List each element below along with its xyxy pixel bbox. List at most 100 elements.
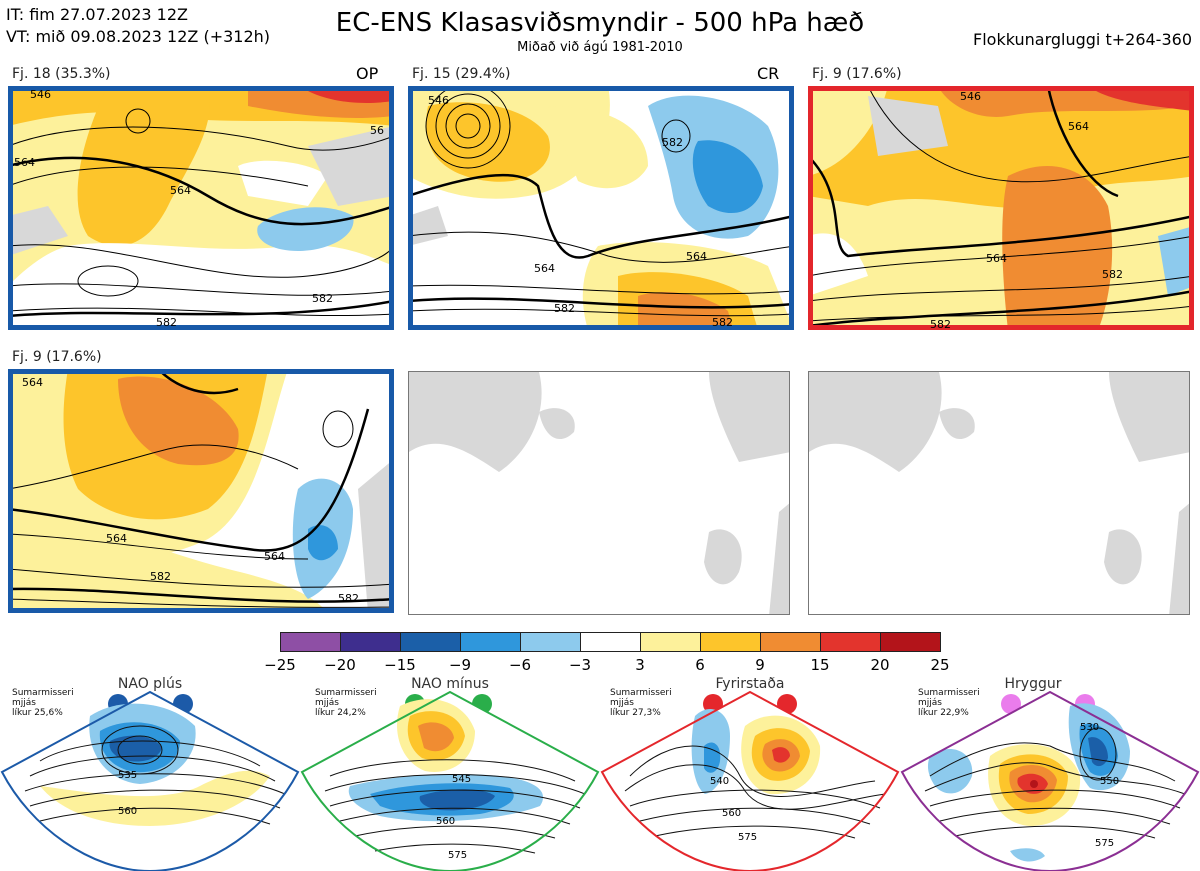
contour-label: 582: [312, 292, 333, 305]
cluster-label: Fj. 15 (29.4%): [412, 66, 511, 82]
contour-label: 564: [170, 184, 191, 197]
regime-blocking: Sumarmisseri mjjás líkur 27,3% Fyrirstað…: [600, 676, 900, 871]
contour-label: 530: [1080, 722, 1099, 733]
contour-label: 560: [722, 808, 741, 819]
contour-label: 560: [118, 806, 137, 817]
cluster-map-4: [8, 369, 394, 613]
contour-label: 564: [1068, 120, 1089, 133]
contour-label: 545: [452, 774, 471, 785]
regime-mean: mjjás: [610, 698, 634, 708]
colorbar-cell: [880, 632, 941, 652]
contour-label: 582: [662, 136, 683, 149]
contour-label: 564: [106, 532, 127, 545]
regime-name: Hryggur: [1004, 676, 1062, 692]
regime-probability: líkur 27,3%: [610, 708, 661, 718]
colorbar-tick-label: −9: [448, 656, 472, 674]
regime-name: Fyrirstaða: [715, 676, 785, 692]
contour-label: 56: [370, 124, 384, 137]
colorbar-tick-label: −6: [508, 656, 532, 674]
colorbar-tick-label: −20: [324, 656, 356, 674]
contour-label: 546: [960, 90, 981, 103]
contour-label: 582: [554, 302, 575, 315]
regime-name: NAO plús: [117, 676, 183, 692]
cluster-label: Fj. 18 (35.3%): [12, 66, 111, 82]
colorbar-cell: [400, 632, 461, 652]
colorbar-tick-label: −3: [568, 656, 592, 674]
cluster-tag-cr: CR: [757, 64, 780, 83]
regime-season: Sumarmisseri: [12, 688, 74, 698]
contour-label: 582: [1102, 268, 1123, 281]
regime-ridge: Sumarmisseri mjjás líkur 22,9% Hryggur 5…: [900, 676, 1200, 871]
regime-nao-minus: Sumarmisseri mjjás líkur 24,2% NAO mínus…: [300, 676, 600, 871]
contour-label: 564: [534, 262, 555, 275]
colorbar-cell: [460, 632, 521, 652]
colorbar-tick-label: 9: [755, 656, 765, 674]
cluster-map-2: [408, 86, 794, 330]
colorbar-cell: [340, 632, 401, 652]
regime-probability: líkur 24,2%: [315, 708, 366, 718]
regime-map: 540 560 575: [600, 690, 900, 871]
anomaly-map: [8, 369, 394, 613]
colorbar-cell: [700, 632, 761, 652]
coastline-map: [809, 372, 1189, 614]
anomaly-map: [408, 86, 794, 330]
contour-label: 582: [150, 570, 171, 583]
anomaly-map: [8, 86, 394, 330]
regime-season: Sumarmisseri: [610, 688, 672, 698]
cluster-label: Fj. 9 (17.6%): [812, 66, 902, 82]
colorbar-tick-label: 6: [695, 656, 705, 674]
regime-probability: líkur 25,6%: [12, 708, 63, 718]
contour-label: 575: [738, 832, 757, 843]
colorbar-tick-label: 25: [930, 656, 950, 674]
regime-season: Sumarmisseri: [918, 688, 980, 698]
colorbar-cell: [280, 632, 341, 652]
coastline-map: [409, 372, 789, 614]
contour-label: 540: [710, 776, 729, 787]
cluster-tag-op: OP: [356, 64, 379, 83]
cluster-label: Fj. 9 (17.6%): [12, 349, 102, 365]
empty-map-panel: [808, 371, 1190, 615]
page-title: EC-ENS Klasasviðsmyndir - 500 hPa hæð: [335, 8, 865, 38]
colorbar-cell: [640, 632, 701, 652]
colorbar-cell: [520, 632, 581, 652]
contour-label: 535: [118, 770, 137, 781]
contour-label: 575: [448, 850, 467, 861]
regime-nao-plus: Sumarmisseri mjjás líkur 25,6% NAO plús …: [0, 676, 300, 871]
colorbar-cell: [580, 632, 641, 652]
colorbar-cell: [820, 632, 881, 652]
regime-season: Sumarmisseri: [315, 688, 377, 698]
contour-label: 575: [1095, 838, 1114, 849]
contour-label: 582: [930, 318, 951, 331]
anomaly-map: [808, 86, 1194, 330]
page-subtitle: Miðað við ágú 1981-2010: [517, 40, 683, 55]
regime-mean: mjjás: [918, 698, 942, 708]
regime-probability: líkur 22,9%: [918, 708, 969, 718]
regime-mean: mjjás: [315, 698, 339, 708]
initial-time: IT: fim 27.07.2023 12Z: [6, 5, 188, 24]
contour-label: 582: [338, 592, 359, 605]
contour-label: 582: [712, 316, 733, 329]
colorbar-tick-label: 20: [870, 656, 890, 674]
empty-map-panel: [408, 371, 790, 615]
regime-map: 545 560 575: [300, 690, 600, 871]
contour-label: 564: [264, 550, 285, 563]
regime-map: 535 560: [0, 690, 300, 871]
contour-label: 564: [986, 252, 1007, 265]
valid-time: VT: mið 09.08.2023 12Z (+312h): [6, 27, 271, 46]
contour-label: 582: [156, 316, 177, 329]
colorbar-tick-label: −15: [384, 656, 416, 674]
contour-label: 546: [428, 94, 449, 107]
regime-dot: [1001, 694, 1021, 714]
regime-mean: mjjás: [12, 698, 36, 708]
regime-map: 530 550 575: [900, 690, 1200, 871]
cluster-map-1: [8, 86, 394, 330]
regime-name: NAO mínus: [411, 676, 489, 692]
contour-label: 550: [1100, 776, 1119, 787]
contour-label: 564: [686, 250, 707, 263]
contour-label: 546: [30, 88, 51, 101]
contour-label: 560: [436, 816, 455, 827]
classification-window: Flokkunargluggi t+264-360: [973, 30, 1192, 49]
header-info: IT: fim 27.07.2023 12Z VT: mið 09.08.202…: [6, 4, 270, 48]
colorbar-tick-label: −25: [264, 656, 296, 674]
contour-label: 564: [22, 376, 43, 389]
